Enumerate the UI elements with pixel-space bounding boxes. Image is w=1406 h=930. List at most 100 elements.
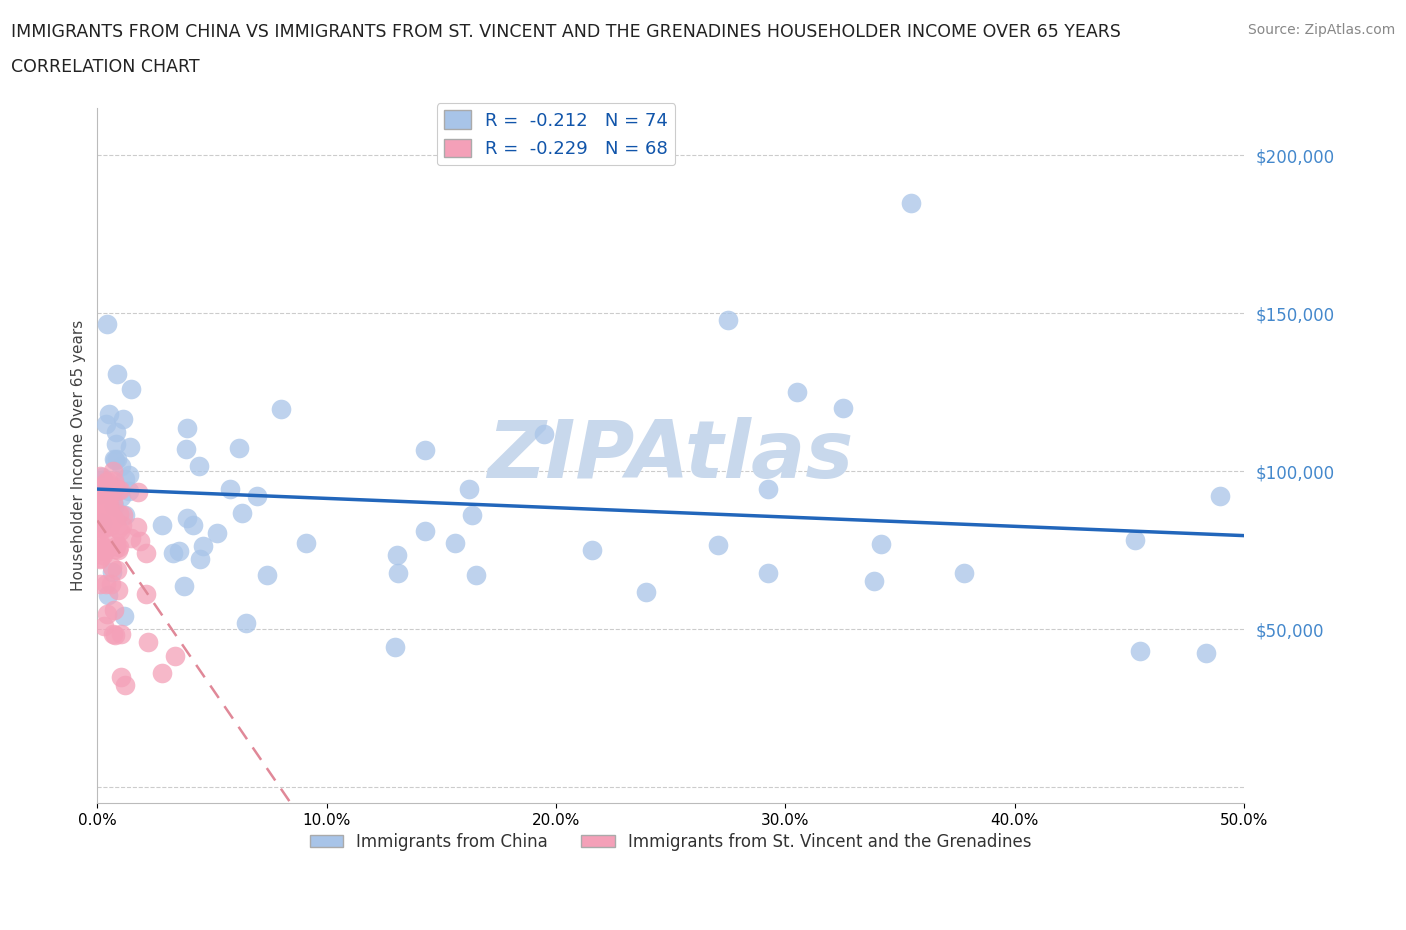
Point xyxy=(100,577,122,591)
Point xyxy=(900,195,922,210)
Point xyxy=(98,519,121,534)
Point xyxy=(205,525,228,540)
Point xyxy=(89,537,111,551)
Point xyxy=(135,546,157,561)
Point xyxy=(90,513,112,528)
Point xyxy=(104,482,127,497)
Text: CORRELATION CHART: CORRELATION CHART xyxy=(11,58,200,75)
Point xyxy=(111,411,134,426)
Point xyxy=(105,436,128,451)
Text: Source: ZipAtlas.com: Source: ZipAtlas.com xyxy=(1247,23,1395,37)
Point xyxy=(90,484,112,498)
Point xyxy=(758,565,780,580)
Point xyxy=(533,426,555,441)
Point xyxy=(717,312,740,327)
Point xyxy=(103,498,125,513)
Point xyxy=(93,520,115,535)
Point xyxy=(114,472,136,486)
Point xyxy=(188,551,211,566)
Point xyxy=(93,481,115,496)
Point xyxy=(413,443,436,458)
Point xyxy=(94,542,117,557)
Point xyxy=(295,536,318,551)
Point xyxy=(581,543,603,558)
Point xyxy=(94,577,117,591)
Point xyxy=(136,634,159,649)
Point xyxy=(89,577,111,591)
Point xyxy=(385,548,408,563)
Point xyxy=(756,482,779,497)
Point xyxy=(89,487,111,502)
Point xyxy=(413,524,436,538)
Point xyxy=(104,542,127,557)
Point xyxy=(1128,644,1150,658)
Point xyxy=(90,504,112,519)
Point xyxy=(706,537,728,551)
Y-axis label: Householder Income Over 65 years: Householder Income Over 65 years xyxy=(72,320,86,591)
Point xyxy=(181,517,204,532)
Point xyxy=(105,452,128,467)
Point xyxy=(103,512,125,526)
Point xyxy=(91,472,114,487)
Point xyxy=(165,648,187,663)
Point xyxy=(173,578,195,593)
Point xyxy=(107,543,129,558)
Point xyxy=(636,584,658,599)
Point xyxy=(91,547,114,562)
Point xyxy=(114,508,136,523)
Point xyxy=(104,628,127,643)
Point xyxy=(110,518,132,533)
Point xyxy=(89,551,111,566)
Point xyxy=(103,474,125,489)
Point xyxy=(114,677,136,692)
Point xyxy=(107,539,129,554)
Point xyxy=(97,588,120,603)
Point xyxy=(90,469,112,484)
Point xyxy=(1123,533,1146,548)
Point xyxy=(90,506,112,521)
Point xyxy=(93,618,115,633)
Point xyxy=(786,385,808,400)
Point xyxy=(103,464,125,479)
Point xyxy=(150,665,173,680)
Point xyxy=(96,607,118,622)
Point xyxy=(89,468,111,483)
Point xyxy=(162,545,184,560)
Point xyxy=(89,551,111,565)
Point xyxy=(457,482,479,497)
Point xyxy=(869,537,891,551)
Point xyxy=(176,420,198,435)
Point xyxy=(256,568,278,583)
Point xyxy=(89,495,111,510)
Point xyxy=(104,424,127,439)
Point xyxy=(97,497,120,512)
Point xyxy=(107,582,129,597)
Point xyxy=(96,474,118,489)
Point xyxy=(174,442,197,457)
Point xyxy=(91,515,114,530)
Point xyxy=(89,535,111,550)
Point xyxy=(231,506,253,521)
Point xyxy=(98,496,121,511)
Point xyxy=(94,476,117,491)
Point xyxy=(127,485,149,500)
Point xyxy=(103,451,125,466)
Point xyxy=(101,510,124,525)
Point xyxy=(112,608,135,623)
Point xyxy=(104,452,127,467)
Point xyxy=(96,317,118,332)
Point xyxy=(97,491,120,506)
Point xyxy=(110,490,132,505)
Point xyxy=(96,508,118,523)
Point xyxy=(120,382,142,397)
Point xyxy=(228,440,250,455)
Point xyxy=(110,458,132,473)
Point xyxy=(135,587,157,602)
Point xyxy=(101,565,124,579)
Point xyxy=(188,459,211,474)
Point xyxy=(107,483,129,498)
Point xyxy=(91,521,114,536)
Point xyxy=(93,495,115,510)
Point xyxy=(104,538,127,553)
Point xyxy=(91,522,114,537)
